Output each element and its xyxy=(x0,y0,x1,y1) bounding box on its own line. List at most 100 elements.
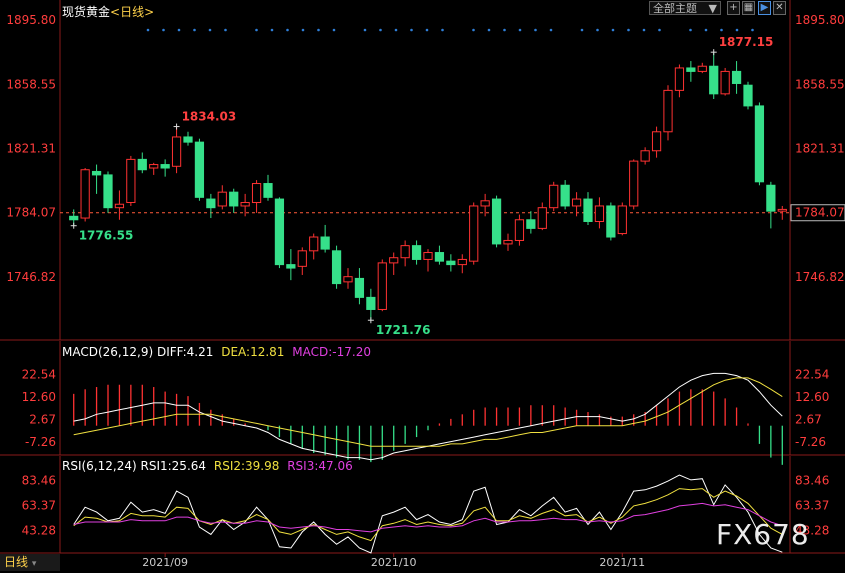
candle-body xyxy=(69,215,79,221)
rsi1-line xyxy=(73,474,783,554)
rsi-tick-left: 63.37 xyxy=(22,498,56,512)
price-tick-right: 1746.82 xyxy=(795,270,845,284)
candle-body xyxy=(354,277,365,298)
signal-dot xyxy=(379,28,382,32)
rsi-pane[interactable]: 83.46 83.46 63.37 63.37 43.28 43.28 xyxy=(22,474,830,554)
extreme-label: 1776.55 xyxy=(79,229,134,243)
signal-dot xyxy=(146,28,150,32)
rsi-tick-right: 83.46 xyxy=(795,474,829,488)
macd-tick-left: 2.67 xyxy=(29,413,56,427)
signal-dot xyxy=(580,28,584,32)
candle-body xyxy=(320,236,330,250)
candle-body xyxy=(480,200,490,207)
period-tab[interactable]: 日线 ▾ xyxy=(0,554,60,571)
candle-body xyxy=(583,198,593,222)
candle-body xyxy=(400,245,410,259)
candle-body xyxy=(171,136,182,167)
macd-tick-left: -7.26 xyxy=(25,435,56,449)
rsi3-value: RSI3:47.06 xyxy=(287,459,353,473)
candle-body xyxy=(720,70,730,95)
signal-dot xyxy=(255,28,258,32)
candle-body xyxy=(560,184,570,207)
candle-body xyxy=(309,236,319,252)
grid-icon[interactable]: ▦ xyxy=(742,1,755,15)
candle-body xyxy=(194,141,205,198)
crosshair-icon[interactable]: + xyxy=(727,1,740,15)
candle-body xyxy=(606,205,616,238)
signal-dot xyxy=(518,28,522,32)
candle-body xyxy=(366,296,376,310)
date-tick-label: 2021/11 xyxy=(599,556,645,569)
rsi-tick-left: 43.28 xyxy=(22,523,56,537)
price-tick-left: 1858.55 xyxy=(6,77,56,91)
candle-body xyxy=(549,184,559,209)
extreme-label: 1834.03 xyxy=(182,110,237,124)
candle-body xyxy=(183,136,193,143)
price-tick-right: 1895.80 xyxy=(795,13,845,27)
rsi2-line xyxy=(73,488,783,542)
candle-body xyxy=(537,207,547,229)
macd-dea-value: DEA:12.81 xyxy=(221,345,285,359)
candle-body xyxy=(514,219,525,241)
candle-body xyxy=(149,164,159,169)
candle-body xyxy=(571,198,582,207)
signal-dot xyxy=(177,28,181,32)
theme-select[interactable]: 全部主题 ▼ xyxy=(649,1,721,15)
signal-dot xyxy=(751,28,754,32)
period-label[interactable]: <日线> xyxy=(110,5,155,19)
macd-tick-right: 12.60 xyxy=(795,390,829,404)
candle-body xyxy=(629,160,639,207)
candle-body xyxy=(743,84,753,107)
candle-body xyxy=(274,198,285,266)
candle-body xyxy=(731,70,742,84)
dropdown-icon: ▾ xyxy=(31,559,37,569)
macd-tick-left: 22.54 xyxy=(22,367,56,381)
signal-dot xyxy=(162,28,165,32)
candle-body xyxy=(126,158,136,204)
watermark-logo: FX678 xyxy=(716,518,810,551)
candle-body xyxy=(663,89,673,133)
period-tab-label: 日线 xyxy=(4,555,29,569)
candle-body xyxy=(457,258,467,266)
signal-dot xyxy=(487,28,491,32)
macd-tick-right: 22.54 xyxy=(795,367,829,381)
macd-title: MACD(26,12,9) xyxy=(62,345,154,359)
chart-frame xyxy=(0,0,845,554)
signal-dot xyxy=(642,28,646,32)
signal-dot xyxy=(596,28,599,32)
price-pane[interactable]: 1895.80 1895.80 1858.55 1858.55 1821.31 1821.… xyxy=(6,13,845,337)
rsi2-value: RSI2:39.98 xyxy=(213,459,280,473)
price-tick-right: 1858.55 xyxy=(795,77,845,91)
candle-body xyxy=(651,131,662,152)
play-icon[interactable]: ▶ xyxy=(758,1,771,15)
candle-body xyxy=(777,208,787,212)
signal-dot xyxy=(286,28,289,32)
candle-body xyxy=(114,203,125,209)
price-tick-left: 1895.80 xyxy=(6,13,56,27)
signal-dot xyxy=(534,28,537,32)
candle-body xyxy=(594,205,605,222)
rsi-tick-right: 43.28 xyxy=(795,523,829,537)
chevron-down-icon: ▼ xyxy=(708,2,717,15)
candle-body xyxy=(377,262,387,310)
candle-body xyxy=(80,169,90,219)
candle-body xyxy=(491,198,502,245)
candle-body xyxy=(697,65,707,72)
signal-dot xyxy=(704,28,708,32)
close-icon[interactable]: ✕ xyxy=(773,1,786,15)
candle-body xyxy=(297,250,307,267)
candle-body xyxy=(217,191,227,207)
candle-body xyxy=(526,219,536,229)
date-axis: 2021/09 2021/10 2021/11 xyxy=(142,553,645,569)
signal-dot xyxy=(332,28,336,32)
candle-body xyxy=(503,239,513,245)
candle-body xyxy=(343,276,353,283)
candle-body xyxy=(240,202,250,207)
price-tick-left: 1784.07 xyxy=(6,206,56,220)
date-tick-label: 2021/09 xyxy=(142,556,188,569)
extreme-label: 1877.15 xyxy=(719,35,774,49)
candle-body xyxy=(91,170,102,176)
candle-body xyxy=(160,164,170,169)
macd-pane[interactable]: 22.54 22.54 12.60 12.60 2.67 2.67 -7.26 -7.26 xyxy=(22,367,830,465)
